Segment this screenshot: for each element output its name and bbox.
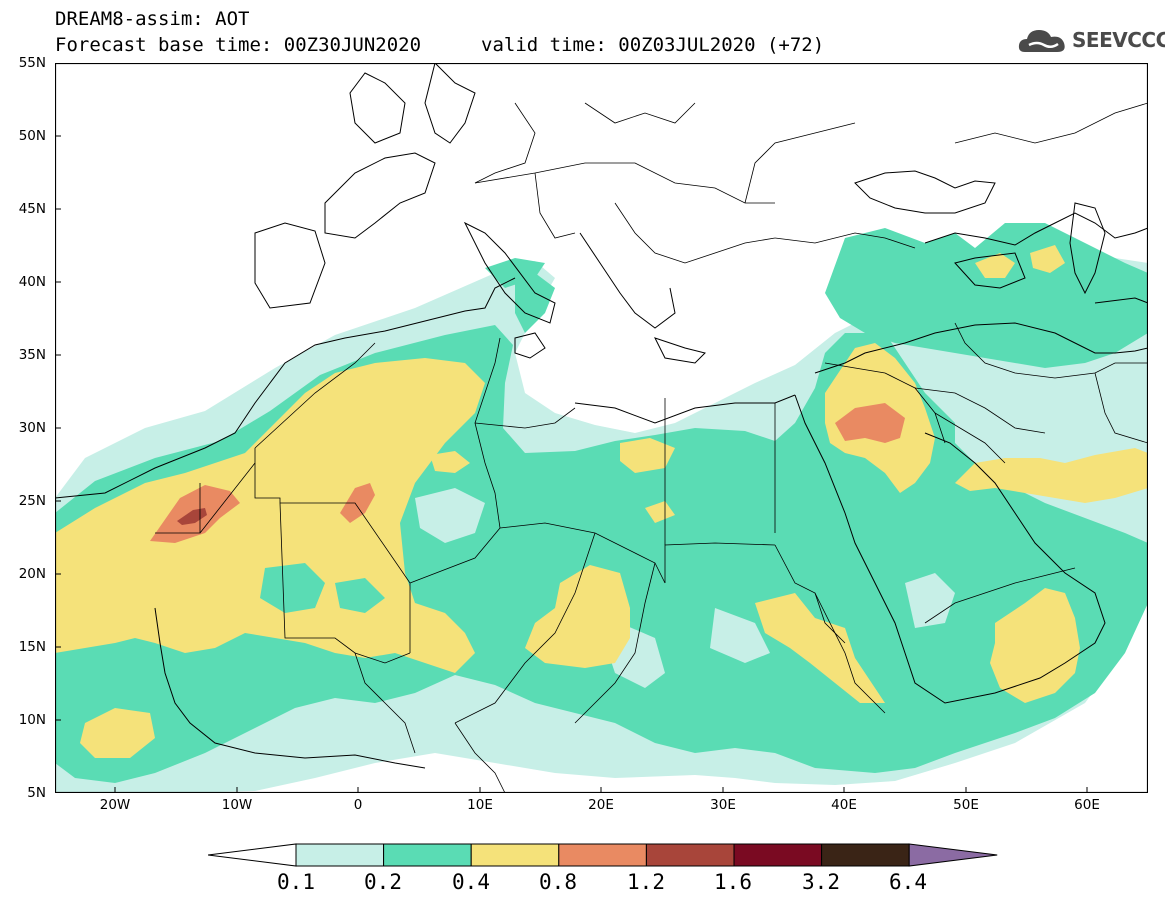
colorbar-label: 0.4: [452, 870, 490, 894]
seevccc-logo: SEEVCCC: [1017, 24, 1165, 58]
lon-label: 40E: [831, 797, 857, 813]
cloud-logo-icon: [1018, 30, 1065, 52]
lat-label: 30N: [18, 420, 46, 436]
colorbar-segment-high: [908, 843, 998, 867]
lat-label: 25N: [18, 493, 46, 509]
colorbar-segment: [821, 843, 910, 867]
lat-label: 45N: [18, 201, 46, 217]
lat-label: 10N: [18, 712, 46, 728]
lon-label: 20E: [588, 797, 614, 813]
lon-label: 10E: [467, 797, 493, 813]
valid-time: valid time: 00Z03JUL2020 (+72): [481, 34, 825, 56]
map-title: DREAM8-assim: AOT: [55, 8, 250, 30]
forecast-times: Forecast base time: 00Z30JUN2020 valid ti…: [55, 34, 824, 56]
colorbar-segment: [558, 843, 647, 867]
map-border: [55, 63, 1148, 793]
colorbar: [208, 843, 998, 867]
colorbar-label: 0.8: [539, 870, 577, 894]
base-time: Forecast base time: 00Z30JUN2020: [55, 34, 422, 56]
lat-label: 40N: [18, 274, 46, 290]
lat-label: 20N: [18, 566, 46, 582]
colorbar-label: 0.1: [277, 870, 315, 894]
lat-label: 50N: [18, 128, 46, 144]
colorbar-segment-low: [208, 843, 297, 867]
lon-label: 20W: [99, 797, 131, 813]
logo-text: SEEVCCC: [1072, 28, 1165, 52]
colorbar-segment: [470, 843, 560, 867]
colorbar-segment: [645, 843, 735, 867]
colorbar-label: 1.6: [714, 870, 752, 894]
colorbar-segments: [208, 843, 998, 867]
colorbar-segment: [383, 843, 472, 867]
aot-map: [55, 63, 1148, 793]
colorbar-segment: [733, 843, 823, 867]
coastlines: [55, 63, 1148, 769]
lon-label: 60E: [1074, 797, 1100, 813]
lon-label: 30E: [710, 797, 736, 813]
lon-label: 10W: [221, 797, 253, 813]
colorbar-label: 0.2: [364, 870, 402, 894]
lat-label: 15N: [18, 639, 46, 655]
colorbar-label: 1.2: [627, 870, 665, 894]
country-borders: [155, 102, 1148, 793]
lon-label: 0: [353, 797, 363, 813]
colorbar-label: 3.2: [802, 870, 840, 894]
lon-label: 50E: [953, 797, 979, 813]
colorbar-label: 6.4: [889, 870, 927, 894]
lat-label: 35N: [18, 347, 46, 363]
lat-label: 5N: [27, 785, 46, 801]
aot-level-1.2: [177, 508, 207, 525]
colorbar-segment: [295, 843, 385, 867]
lat-label: 55N: [18, 55, 46, 71]
